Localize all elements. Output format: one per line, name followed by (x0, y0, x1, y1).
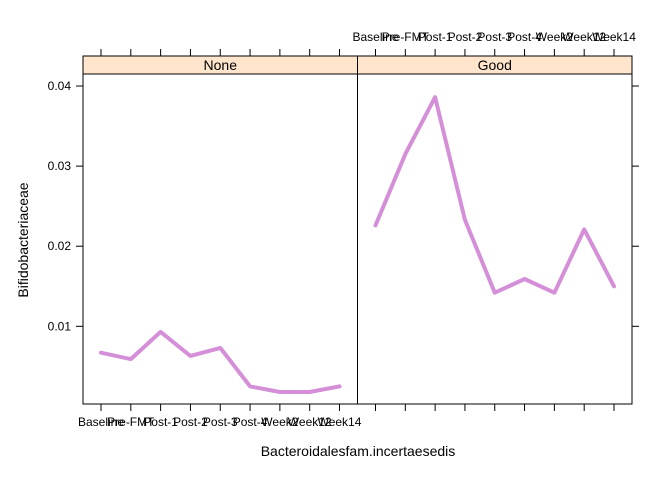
y-tick-label: 0.03 (48, 159, 72, 173)
x-tick-label-bottom: Post-4 (233, 415, 268, 429)
y-axis-title: Bifidobacteriaceae (15, 182, 31, 297)
panel-frame-none (82, 73, 358, 405)
x-tick-label-top: Post-1 (418, 30, 453, 44)
x-tick-label-top: Week14 (592, 30, 636, 44)
series-line-none (99, 329, 342, 394)
label-layer: Bacteroidalesfam.incertaesedis Bifidobac… (15, 182, 455, 459)
axes-layer (82, 73, 633, 405)
y-tick-label: 0.01 (48, 319, 72, 333)
x-tick-label-top: Baseline (352, 30, 398, 44)
strip-label: None (204, 57, 238, 73)
panel-layer (99, 95, 616, 394)
x-tick-label-top: Post-3 (477, 30, 512, 44)
x-tick-label-top: Post-2 (448, 30, 483, 44)
x-axis-title: Bacteroidalesfam.incertaesedis (261, 443, 456, 459)
tick-layer: 0.010.020.030.04BaselinePre-FMTPost-1Pos… (48, 30, 639, 429)
x-tick-label-top: Week12 (562, 30, 606, 44)
x-tick-label-bottom: Week2 (261, 415, 298, 429)
x-tick-label-bottom: Post-2 (173, 415, 208, 429)
x-tick-label-top: Post-4 (507, 30, 542, 44)
x-tick-label-bottom: Week12 (288, 415, 332, 429)
x-tick-label-bottom: Post-1 (143, 415, 178, 429)
x-tick-label-bottom: Week14 (318, 415, 362, 429)
x-tick-label-bottom: Post-3 (203, 415, 238, 429)
x-tick-label-bottom: Baseline (78, 415, 124, 429)
x-tick-label-bottom: Pre-FMT (107, 415, 155, 429)
y-tick-label: 0.04 (48, 79, 72, 93)
series-line-good (373, 95, 616, 295)
strip-layer: None Good (82, 55, 633, 75)
strip-label: Good (478, 57, 512, 73)
x-tick-label-top: Pre-FMT (382, 30, 430, 44)
y-tick-label: 0.02 (48, 239, 72, 253)
x-tick-label-top: Week2 (536, 30, 573, 44)
